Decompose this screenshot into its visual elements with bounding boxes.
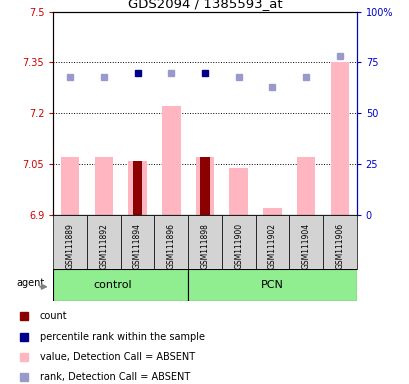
Text: percentile rank within the sample: percentile rank within the sample xyxy=(40,332,204,342)
Bar xyxy=(221,215,255,269)
Bar xyxy=(322,215,356,269)
Bar xyxy=(154,215,188,269)
Text: GSM111898: GSM111898 xyxy=(200,223,209,269)
Text: GSM111896: GSM111896 xyxy=(166,223,175,269)
Bar xyxy=(188,215,221,269)
Text: agent: agent xyxy=(16,278,44,288)
Bar xyxy=(289,215,322,269)
Bar xyxy=(61,157,79,215)
Text: control: control xyxy=(93,280,131,290)
Text: GSM111892: GSM111892 xyxy=(99,223,108,269)
Title: GDS2094 / 1385593_at: GDS2094 / 1385593_at xyxy=(127,0,282,10)
Bar xyxy=(53,215,87,269)
Bar xyxy=(330,62,348,215)
Bar xyxy=(120,215,154,269)
Bar xyxy=(263,208,281,215)
Bar xyxy=(200,157,209,215)
Text: GSM111900: GSM111900 xyxy=(234,223,243,269)
Bar xyxy=(229,167,247,215)
Bar xyxy=(133,161,142,215)
Text: GSM111904: GSM111904 xyxy=(301,223,310,269)
Bar xyxy=(87,215,120,269)
Text: GSM111906: GSM111906 xyxy=(335,223,344,269)
Text: count: count xyxy=(40,311,67,321)
Bar xyxy=(195,157,214,215)
Text: GSM111889: GSM111889 xyxy=(65,223,74,269)
Text: PCN: PCN xyxy=(261,280,283,290)
Text: GSM111902: GSM111902 xyxy=(267,223,276,269)
Bar xyxy=(162,106,180,215)
Bar xyxy=(128,161,146,215)
Bar xyxy=(53,269,188,301)
Bar xyxy=(296,157,315,215)
Bar xyxy=(188,269,356,301)
Text: GSM111894: GSM111894 xyxy=(133,223,142,269)
Bar xyxy=(255,215,289,269)
Bar xyxy=(94,157,113,215)
Text: rank, Detection Call = ABSENT: rank, Detection Call = ABSENT xyxy=(40,372,189,382)
Text: value, Detection Call = ABSENT: value, Detection Call = ABSENT xyxy=(40,352,194,362)
